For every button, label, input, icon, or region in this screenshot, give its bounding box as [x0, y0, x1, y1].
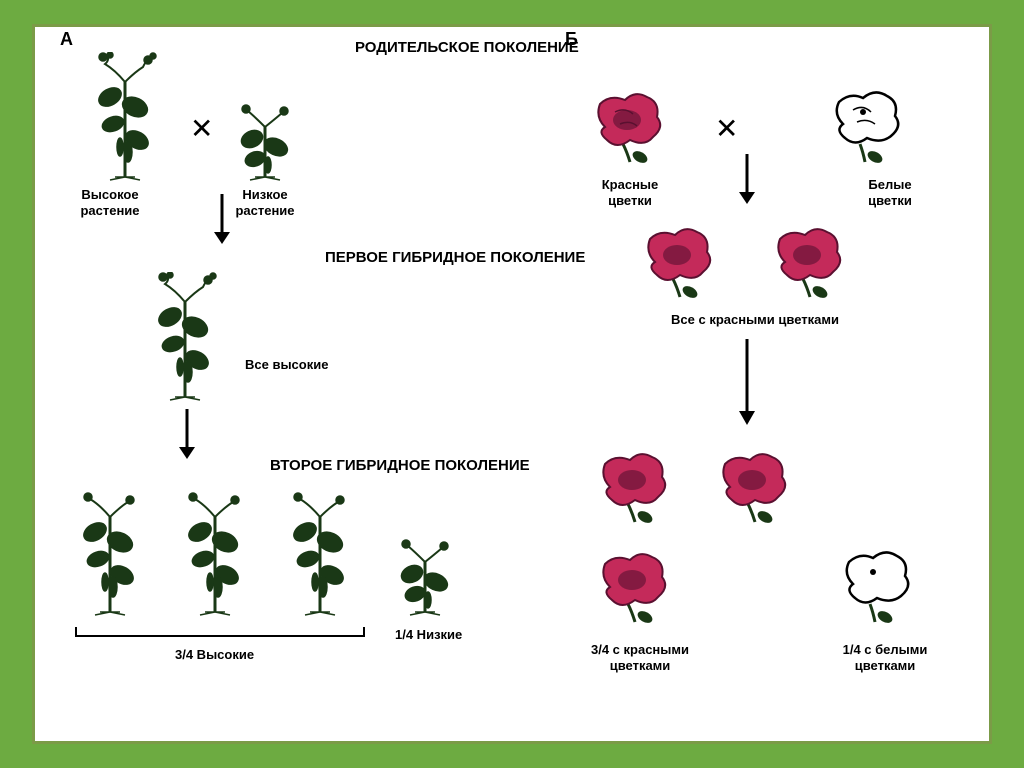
- f2-short-label: 1/4 Низкие: [395, 627, 462, 643]
- f2-red-2: [700, 442, 810, 532]
- f2-short: [380, 532, 470, 617]
- heading-f1: ПЕРВОЕ ГИБРИДНОЕ ПОКОЛЕНИЕ: [325, 249, 585, 266]
- arrow-a-p-f1: [210, 192, 234, 247]
- arrow-a-f1-f2: [175, 407, 199, 462]
- red-flower-parent: [575, 82, 685, 172]
- red-flower-label: Красные цветки: [585, 177, 675, 208]
- f2-tall-label: 3/4 Высокие: [175, 647, 254, 663]
- cross-symbol-a: ✕: [190, 112, 213, 145]
- panel-a-label: А: [60, 29, 73, 50]
- tall-plant-f1: [135, 272, 235, 402]
- f2-tall-2: [165, 487, 265, 617]
- all-tall-label: Все высокие: [245, 357, 355, 373]
- f2-red-label: 3/4 с красными цветками: [590, 642, 690, 673]
- tall-plant-parent: [75, 52, 175, 182]
- red-flower-f1-1: [625, 217, 735, 307]
- short-plant-parent: [220, 97, 310, 182]
- cross-symbol-b: ✕: [715, 112, 738, 145]
- f2-tall-bracket: [75, 627, 365, 637]
- diagram-frame: А Б РОДИТЕЛЬСКОЕ ПОКОЛЕНИЕ Высокое расте…: [32, 24, 992, 744]
- f2-red-1: [580, 442, 690, 532]
- white-flower-label: Белые цветки: [845, 177, 935, 208]
- tall-plant-label: Высокое растение: [60, 187, 160, 218]
- white-flower-parent: [815, 82, 925, 172]
- arrow-b-f1-f2: [735, 337, 759, 427]
- heading-parent: РОДИТЕЛЬСКОЕ ПОКОЛЕНИЕ: [355, 39, 579, 56]
- heading-f2: ВТОРОЕ ГИБРИДНОЕ ПОКОЛЕНИЕ: [270, 457, 530, 474]
- f2-tall-1: [60, 487, 160, 617]
- diagram-content: А Б РОДИТЕЛЬСКОЕ ПОКОЛЕНИЕ Высокое расте…: [35, 27, 989, 741]
- f2-white: [825, 542, 935, 632]
- f2-white-label: 1/4 с белыми цветками: [835, 642, 935, 673]
- red-flower-f1-2: [755, 217, 865, 307]
- all-red-label: Все с красными цветками: [645, 312, 865, 328]
- arrow-b-p-f1: [735, 152, 759, 207]
- f2-tall-3: [270, 487, 370, 617]
- f2-red-3: [580, 542, 690, 632]
